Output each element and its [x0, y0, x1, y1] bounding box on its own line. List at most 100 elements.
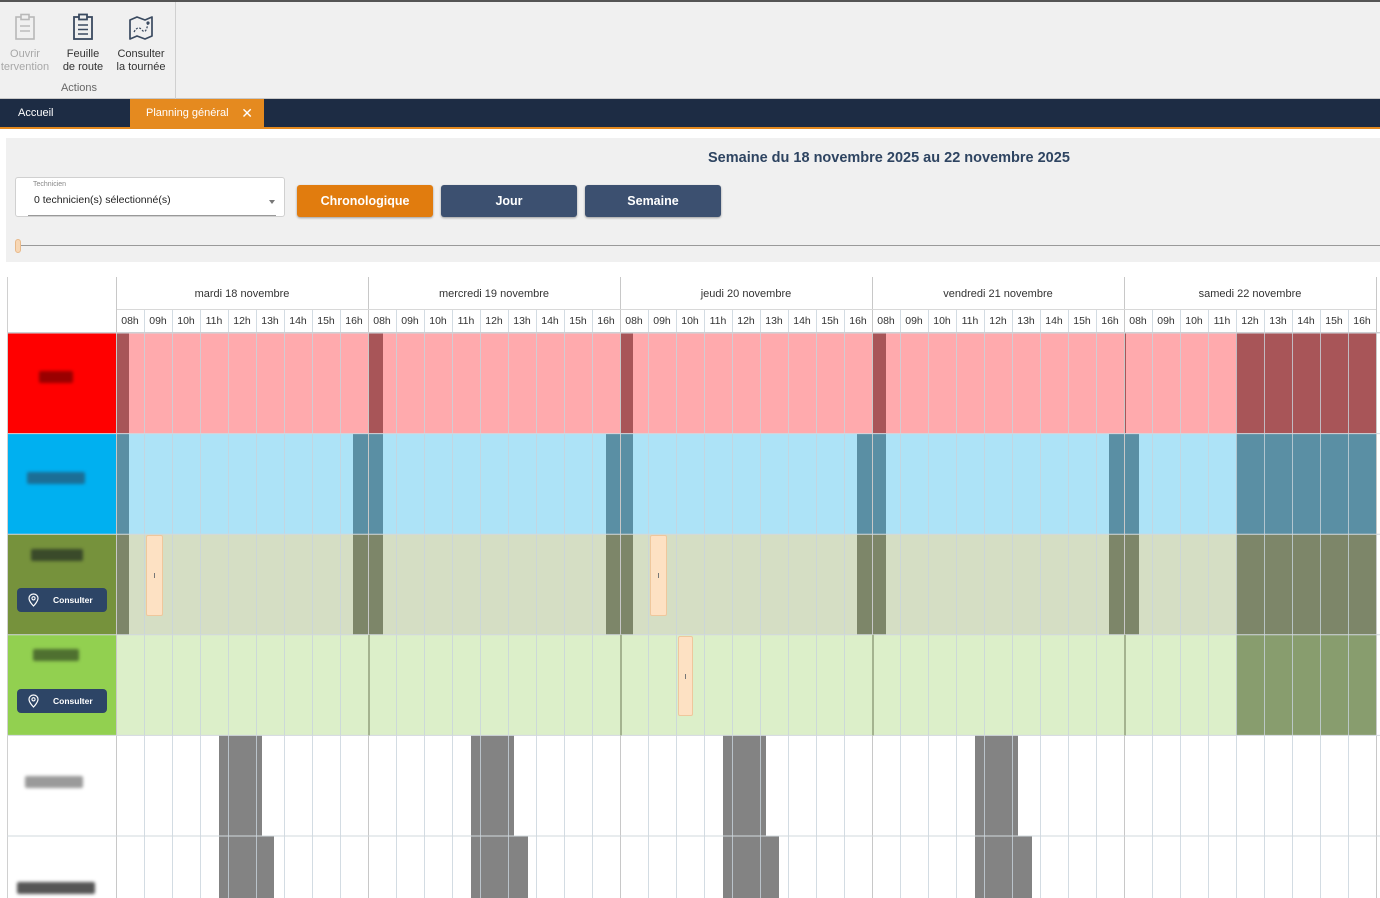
hour-header-label: 08h — [1129, 315, 1147, 327]
hour-header-label: 11h — [1213, 315, 1231, 327]
hour-header-label: 10h — [681, 315, 699, 327]
view-route-button[interactable]: Consulter la tournée — [112, 12, 170, 74]
hour-header-label: 09h — [149, 315, 167, 327]
hour-header-label: 14h — [289, 315, 307, 327]
consult-route-label: Consulter — [53, 595, 93, 606]
week-view-button[interactable]: Semaine — [585, 185, 721, 217]
technician-name — [31, 548, 83, 561]
technician-row-background — [116, 333, 1376, 434]
map-pin-icon — [28, 694, 39, 708]
hour-header-label: 10h — [1185, 315, 1203, 327]
technician-name — [39, 371, 73, 384]
route-sheet-label-1: Feuille — [66, 48, 100, 60]
tab-planning-general[interactable]: Planning général ✕ — [130, 99, 264, 127]
technician-name — [27, 471, 85, 484]
day-header-label: mercredi 19 novembre — [438, 288, 550, 300]
hour-header-label: 12h — [737, 315, 755, 327]
technician-select[interactable]: Technicien 0 technicien(s) sélectionné(s… — [15, 177, 285, 217]
planning-grid-canvas — [7, 277, 1380, 898]
planning-toolbar: Semaine du 18 novembre 2025 au 22 novemb… — [6, 138, 1380, 262]
hour-header-label: 16h — [345, 315, 363, 327]
appointment-marker — [657, 573, 659, 579]
appointment-marker — [153, 573, 155, 579]
day-view-button[interactable]: Jour — [441, 185, 577, 217]
technician-name — [33, 649, 79, 662]
unavailable-slot — [857, 534, 886, 635]
unavailable-slot — [116, 433, 129, 535]
hour-header-label: 09h — [653, 315, 671, 327]
unavailable-slot — [857, 433, 886, 535]
hour-header-label: 09h — [905, 315, 923, 327]
ribbon: Ouvrir tervention Feuille de route — [0, 0, 1380, 99]
route-sheet-label-2: de route — [62, 61, 104, 73]
hour-header-label: 09h — [1157, 315, 1175, 327]
consult-route-button[interactable]: Consulter — [17, 688, 107, 713]
view-route-label-2: la tournée — [116, 61, 166, 73]
hour-header-label: 12h — [485, 315, 503, 327]
unavailable-slot — [606, 433, 633, 535]
clipboard-icon — [15, 13, 35, 40]
unavailable-slot — [975, 836, 1032, 898]
tab-home[interactable]: Accueil — [18, 107, 54, 119]
hour-header-label: 14h — [793, 315, 811, 327]
open-intervention-button[interactable]: Ouvrir tervention — [0, 12, 54, 74]
ribbon-group-actions: Ouvrir tervention Feuille de route — [0, 2, 176, 99]
close-icon[interactable]: ✕ — [241, 105, 253, 121]
ribbon-group-label: Actions — [60, 82, 98, 94]
unavailable-slot — [723, 735, 766, 836]
hour-header-label: 16h — [597, 315, 615, 327]
technician-row-background — [116, 534, 1376, 635]
unavailable-slot — [1236, 634, 1376, 736]
hour-header-label: 13h — [1017, 315, 1035, 327]
unavailable-slot — [723, 836, 779, 898]
open-intervention-label-2: tervention — [0, 61, 50, 73]
hour-header-label: 13h — [1269, 315, 1287, 327]
hour-header-label: 10h — [177, 315, 195, 327]
day-header-label: samedi 22 novembre — [1198, 288, 1302, 300]
unavailable-slot — [1236, 534, 1376, 635]
unavailable-slot — [872, 333, 886, 434]
hour-header-label: 11h — [709, 315, 727, 327]
hour-header-label: 12h — [233, 315, 251, 327]
hour-header-label: 14h — [541, 315, 559, 327]
week-title: Semaine du 18 novembre 2025 au 22 novemb… — [708, 150, 1070, 166]
technician-field-underline — [28, 215, 276, 216]
technician-cell — [7, 433, 116, 535]
hour-header-label: 13h — [261, 315, 279, 327]
technician-row-background — [116, 634, 1376, 736]
appointment-block[interactable] — [650, 535, 667, 616]
unavailable-slot — [116, 333, 129, 434]
chevron-down-icon — [269, 200, 275, 204]
hour-header-label: 12h — [1241, 315, 1259, 327]
hour-header-label: 15h — [317, 315, 335, 327]
technician-cell — [7, 333, 116, 434]
hour-header-label: 10h — [933, 315, 951, 327]
hour-header-label: 11h — [961, 315, 979, 327]
hour-header-label: 15h — [821, 315, 839, 327]
hour-header-label: 15h — [569, 315, 587, 327]
unavailable-slot — [620, 333, 633, 434]
hour-header-label: 14h — [1045, 315, 1063, 327]
hour-header-label: 08h — [121, 315, 139, 327]
timeline-slider-thumb[interactable] — [15, 239, 21, 253]
consult-route-button[interactable]: Consulter — [17, 588, 107, 613]
hour-header-label: 16h — [1101, 315, 1119, 327]
hour-header-label: 11h — [457, 315, 475, 327]
technician-field-value: 0 technicien(s) sélectionné(s) — [34, 194, 171, 206]
appointment-block[interactable] — [678, 635, 693, 717]
hour-header-label: 08h — [373, 315, 391, 327]
route-sheet-button[interactable]: Feuille de route — [54, 12, 112, 74]
day-header-label: mardi 18 novembre — [194, 288, 290, 300]
unavailable-slot — [1236, 433, 1376, 535]
appointment-block[interactable] — [146, 535, 163, 616]
unavailable-slot — [975, 735, 1018, 836]
unavailable-slot — [368, 333, 383, 434]
timeline-slider-track[interactable] — [20, 245, 1380, 246]
day-header-label: jeudi 20 novembre — [700, 288, 792, 300]
unavailable-slot — [1236, 333, 1376, 434]
hour-header-label: 16h — [1353, 315, 1371, 327]
hour-header-label: 09h — [401, 315, 419, 327]
chronological-view-button[interactable]: Chronologique — [297, 185, 433, 217]
hour-header-label: 14h — [1297, 315, 1315, 327]
